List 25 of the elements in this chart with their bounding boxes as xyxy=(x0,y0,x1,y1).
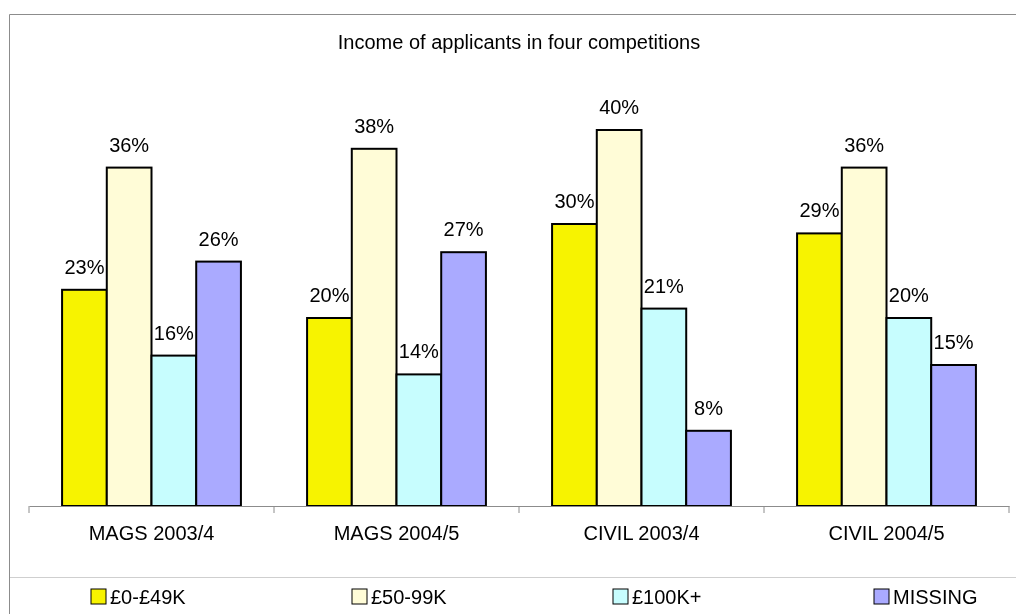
x-tick-label: CIVIL 2003/4 xyxy=(583,522,700,545)
data-label: 27% xyxy=(443,218,484,241)
data-label: 20% xyxy=(888,284,930,306)
data-label: 21% xyxy=(643,274,685,297)
data-label: 14% xyxy=(398,340,440,363)
legend-label: £100K+ xyxy=(632,586,702,608)
data-label: 30% xyxy=(554,190,595,212)
data-label: 20% xyxy=(309,284,350,306)
legend-label: £50-99K xyxy=(371,586,448,608)
data-label: 36% xyxy=(109,133,150,156)
chart-title: Income of applicants in four competitions xyxy=(337,31,701,53)
data-label: 23% xyxy=(64,255,105,278)
data-label: 36% xyxy=(844,133,885,156)
data-label: 26% xyxy=(198,227,239,250)
legend-label: £0-£49K xyxy=(110,586,187,608)
x-tick-label: MAGS 2003/4 xyxy=(88,522,215,545)
data-label: 16% xyxy=(153,321,195,344)
data-label: 8% xyxy=(694,396,724,419)
legend-label: MISSING xyxy=(893,586,978,608)
data-label: 40% xyxy=(599,96,640,118)
x-tick-label: MAGS 2004/5 xyxy=(333,522,460,545)
data-label: 38% xyxy=(354,114,395,137)
data-label: 29% xyxy=(799,199,840,222)
x-tick-label: CIVIL 2004/5 xyxy=(828,522,945,545)
data-label: 15% xyxy=(933,331,974,353)
